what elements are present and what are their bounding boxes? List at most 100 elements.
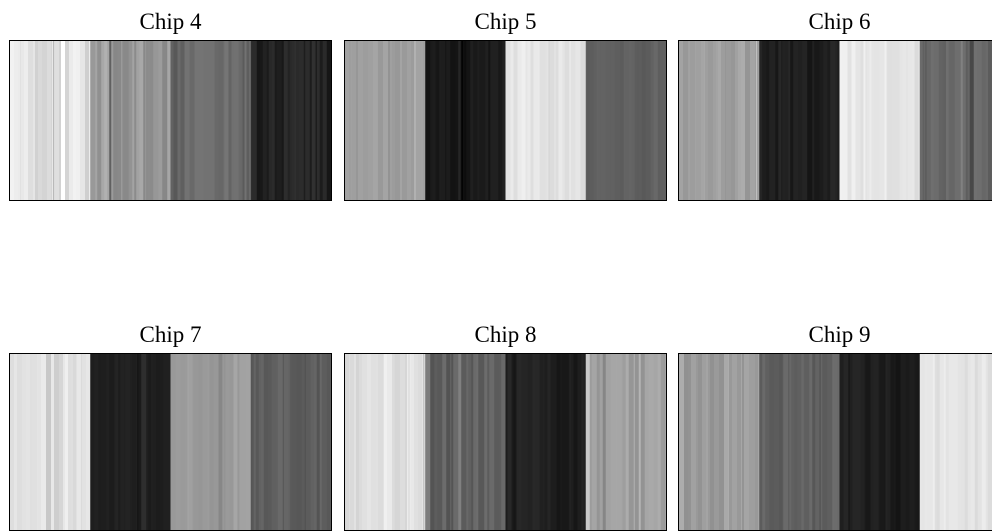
heatmap-cell xyxy=(10,354,14,530)
heatmap-cell xyxy=(679,354,684,530)
heatmap-cell xyxy=(306,41,310,200)
heatmap-cell xyxy=(639,41,642,200)
heatmap-cell xyxy=(195,41,199,200)
heatmap-cell xyxy=(219,354,223,530)
heatmap-cell xyxy=(479,41,482,200)
heatmap-cell xyxy=(937,354,940,530)
heatmap-cell xyxy=(387,354,392,530)
heatmap-cell xyxy=(171,354,176,530)
heatmap-cell xyxy=(46,354,51,530)
heatmap-cell xyxy=(823,41,827,200)
heatmap-cell xyxy=(815,354,819,530)
heatmap-cell xyxy=(120,354,124,530)
heatmap-cell xyxy=(791,354,794,530)
heatmap-cell xyxy=(352,41,356,200)
heatmap-cell xyxy=(73,354,76,530)
heatmap-cell xyxy=(794,354,797,530)
heatmap-cell xyxy=(534,41,539,200)
heatmap-cell xyxy=(159,354,163,530)
heatmap-cell xyxy=(930,354,933,530)
heatmap-cell xyxy=(501,354,506,530)
heatmap-frame xyxy=(678,40,992,201)
heatmap-cell xyxy=(284,354,288,530)
heatmap-cell xyxy=(641,354,645,530)
heatmap-cell xyxy=(931,41,934,200)
heatmap-cell xyxy=(162,41,166,200)
heatmap-cell xyxy=(402,41,406,200)
heatmap-cell xyxy=(345,354,349,530)
heatmap-cell xyxy=(900,41,903,200)
heatmap-cell xyxy=(359,354,362,530)
heatmap-cell xyxy=(843,41,848,200)
heatmap-cell xyxy=(106,354,109,530)
heatmap-cell xyxy=(635,354,639,530)
heatmap-cell xyxy=(550,41,555,200)
heatmap-cell xyxy=(946,41,949,200)
heatmap-cell xyxy=(153,41,158,200)
heatmap-cell xyxy=(383,41,386,200)
heatmap-cell xyxy=(629,354,634,530)
heatmap-cell xyxy=(292,354,297,530)
heatmap-cell xyxy=(518,41,522,200)
heatmap-cell xyxy=(635,41,638,200)
heatmap-cell xyxy=(38,354,41,530)
heatmap-cell xyxy=(814,41,819,200)
heatmap-cell xyxy=(888,41,893,200)
heatmap-cell xyxy=(606,354,611,530)
heatmap-cell xyxy=(181,354,184,530)
heatmap-cell xyxy=(951,41,955,200)
heatmap-cell xyxy=(199,354,203,530)
heatmap-cell xyxy=(615,41,620,200)
heatmap-cell xyxy=(735,41,738,200)
heatmap-cell xyxy=(661,354,664,530)
panel-title: Chip 4 xyxy=(9,10,332,33)
heatmap-cell xyxy=(185,41,190,200)
heatmap-cell xyxy=(323,41,327,200)
heatmap-cell xyxy=(272,41,275,200)
heatmap-cell xyxy=(356,354,359,530)
heatmap-cell xyxy=(90,354,94,530)
heatmap-cell xyxy=(528,354,533,530)
heatmap-cell xyxy=(721,41,725,200)
heatmap-cell xyxy=(484,354,487,530)
heatmap-cell xyxy=(600,354,603,530)
heatmap-cell xyxy=(368,41,373,200)
heatmap-cell xyxy=(705,41,708,200)
heatmap-cell xyxy=(875,41,880,200)
heatmap-cell xyxy=(741,41,745,200)
heatmap-cell xyxy=(214,354,219,530)
heatmap-cell xyxy=(798,41,802,200)
heatmap-cell xyxy=(559,41,563,200)
heatmap-cell xyxy=(10,41,14,200)
heatmap-cell xyxy=(272,354,276,530)
heatmap-cell xyxy=(141,354,146,530)
heatmap-cell xyxy=(395,41,400,200)
heatmap-cell xyxy=(578,354,582,530)
heatmap-cell xyxy=(371,354,376,530)
heatmap-cell xyxy=(80,41,85,200)
heatmap-cell xyxy=(797,354,801,530)
panel-title: Chip 5 xyxy=(344,10,667,33)
heatmap-cell xyxy=(738,41,741,200)
heatmap-cell xyxy=(260,41,263,200)
heatmap-cell xyxy=(189,354,193,530)
heatmap-cell xyxy=(363,41,368,200)
heatmap-cell xyxy=(802,41,807,200)
heatmap-cell xyxy=(586,354,590,530)
heatmap-cell xyxy=(871,354,874,530)
heatmap-cell xyxy=(872,41,875,200)
heatmap-cell xyxy=(874,354,879,530)
heatmap-cell xyxy=(129,41,132,200)
heatmap-cell xyxy=(663,41,666,200)
heatmap-cell xyxy=(345,41,349,200)
heatmap-cell xyxy=(557,354,561,530)
heatmap-cell xyxy=(485,41,488,200)
heatmap-cell xyxy=(207,41,210,200)
heatmap-cell xyxy=(853,354,857,530)
heatmap-cell xyxy=(514,41,518,200)
heatmap-cell xyxy=(571,41,576,200)
heatmap-cell xyxy=(132,354,136,530)
heatmap-cell xyxy=(625,41,629,200)
heatmap-cell xyxy=(790,41,793,200)
heatmap-cell xyxy=(125,354,130,530)
